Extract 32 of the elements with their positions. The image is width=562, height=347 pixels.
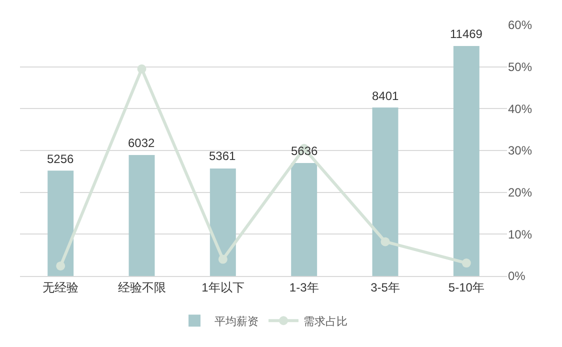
x-tick-label: 1年以下 — [202, 280, 244, 294]
point — [218, 254, 228, 264]
data-label: 5361 — [209, 149, 236, 163]
x-tick-label: 3-5年 — [370, 280, 400, 294]
y2-tick-label: 40% — [508, 102, 532, 116]
data-label: 5636 — [291, 144, 318, 158]
bar — [128, 155, 155, 276]
x-tick-label: 无经验 — [42, 280, 79, 294]
y2-tick-label: 20% — [508, 186, 532, 200]
y2-tick-label: 10% — [508, 227, 532, 242]
bar — [291, 162, 318, 276]
point — [380, 237, 390, 246]
x-tick-label: 5-10年 — [448, 280, 484, 294]
x-tick-label: 经验不限 — [118, 280, 166, 294]
legend-label: 平均薪资 — [214, 314, 258, 328]
data-label: 5256 — [47, 152, 74, 166]
y2-tick-label: 50% — [508, 60, 532, 74]
data-label: 11469 — [450, 27, 483, 41]
y2-tick-label: 30% — [508, 144, 532, 158]
data-label: 6032 — [128, 136, 156, 150]
bar — [48, 170, 74, 276]
data-label: 8401 — [372, 89, 400, 103]
y2-tick-label: 0% — [508, 269, 526, 284]
point — [462, 258, 471, 268]
x-tick-label: 1-3年 — [289, 280, 319, 294]
point — [56, 261, 66, 270]
legend-label: 需求占比 — [304, 314, 348, 328]
point — [137, 64, 146, 74]
bar — [372, 108, 398, 276]
bar — [453, 46, 480, 276]
bar — [210, 168, 236, 276]
y2-tick-label: 60% — [508, 18, 532, 32]
